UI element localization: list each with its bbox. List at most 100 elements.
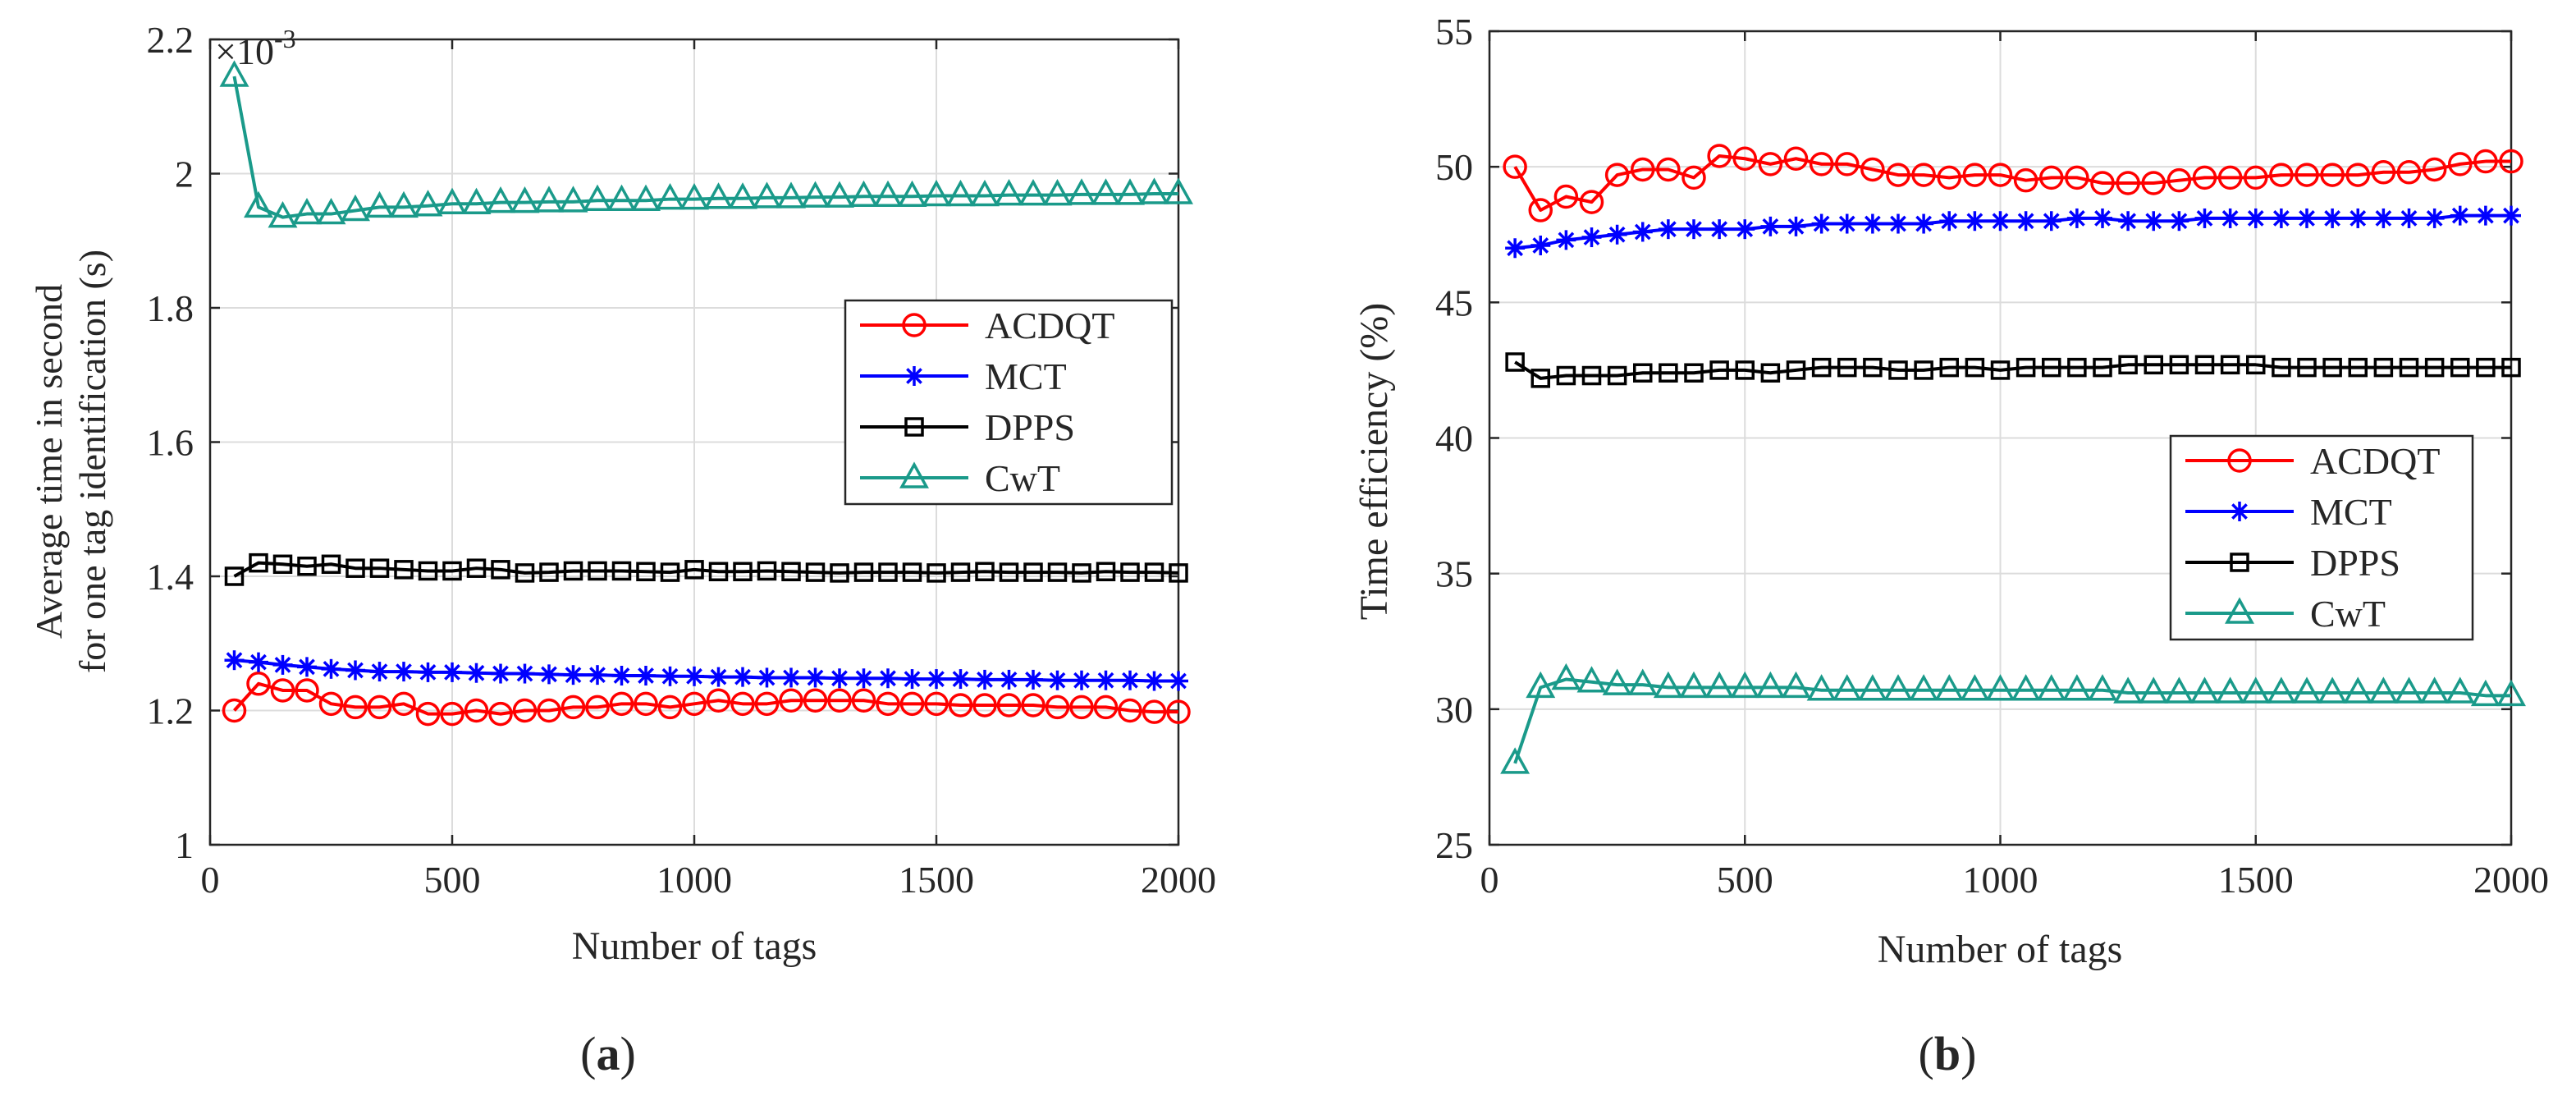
data-point-mct [2424, 208, 2445, 228]
data-point-acdqt [270, 678, 295, 703]
data-point-acdqt [488, 701, 513, 727]
data-point-cwt [437, 187, 467, 215]
data-point-cwt [2240, 676, 2271, 704]
data-point-dpps [660, 562, 680, 582]
data-point-dpps [2042, 357, 2061, 378]
data-point-mct [1505, 238, 1526, 259]
data-point-cwt [2470, 679, 2501, 707]
data-point-acdqt [343, 695, 368, 720]
x-tick-label: 0 [1480, 859, 1499, 901]
legend-marker-cwt [899, 461, 929, 488]
x-tick-label: 500 [1717, 859, 1773, 901]
legend-marker-acdqt [902, 313, 927, 337]
data-point-mct [2194, 208, 2215, 228]
data-point-dpps [2450, 357, 2470, 378]
data-point-mct [1607, 224, 1627, 245]
data-point-acdqt [1142, 699, 1167, 724]
data-point-acdqt [996, 693, 1022, 718]
data-point-acdqt [2269, 163, 2294, 187]
data-point-mct [2475, 205, 2496, 226]
data-point-cwt [510, 186, 540, 213]
data-point-dpps [2016, 357, 2036, 378]
data-point-acdqt [1911, 163, 1936, 187]
data-point-acdqt [415, 701, 441, 727]
x-tick-label: 1500 [899, 859, 974, 901]
series-line-cwt [1513, 677, 2511, 764]
data-point-dpps [1863, 357, 1883, 378]
data-point-acdqt [1631, 157, 1655, 182]
data-point-cwt [292, 197, 322, 225]
chart-panel-b: 0 500 1000 1500 2000 25 30 35 40 45 50 55 Time effi… [1352, 11, 2549, 1080]
data-point-cwt [1755, 671, 1786, 699]
data-point-cwt [1067, 178, 1096, 205]
data-point-cwt [2496, 679, 2526, 707]
data-point-acdqt [440, 701, 464, 727]
data-point-acdqt [2065, 165, 2089, 190]
y-tick-label: 45 [1435, 282, 1473, 323]
data-point-mct [539, 664, 559, 685]
data-point-acdqt [1886, 163, 1910, 187]
data-point-dpps [1811, 357, 1832, 378]
data-point-mct [1096, 670, 1116, 690]
data-point-cwt [341, 194, 370, 222]
data-point-mct [781, 667, 801, 688]
data-point-acdqt [2295, 163, 2319, 187]
data-point-cwt [2343, 676, 2373, 704]
data-point-acdqt [1069, 695, 1094, 720]
data-point-dpps [249, 552, 268, 573]
data-point-dpps [2373, 357, 2394, 378]
data-point-acdqt [899, 691, 925, 717]
data-point-cwt [2061, 674, 2092, 701]
series-line-dpps [233, 561, 1179, 578]
data-point-dpps [2169, 355, 2189, 375]
data-point-mct [2041, 211, 2061, 232]
data-point-acdqt [754, 691, 780, 717]
data-point-mct [1047, 670, 1068, 690]
data-point-dpps [1760, 363, 1781, 383]
data-point-dpps [1096, 562, 1116, 582]
data-point-dpps [1047, 562, 1068, 582]
series-line-cwt [232, 76, 1178, 219]
data-point-dpps [1709, 360, 1729, 380]
data-point-cwt [2419, 676, 2450, 704]
series-mct [224, 650, 1188, 691]
data-point-mct [2220, 208, 2240, 228]
data-point-mct [1658, 219, 1678, 240]
legend-label-acdqt: ACDQT [2310, 440, 2440, 482]
data-point-acdqt [1553, 184, 1579, 209]
data-point-dpps [1633, 363, 1653, 383]
legend-label-cwt: CwT [985, 457, 1060, 499]
y-tick-label: 1.2 [147, 690, 194, 732]
series-line-mct [234, 658, 1178, 683]
data-point-acdqt [1045, 695, 1070, 720]
data-point-acdqt [924, 691, 949, 717]
data-point-dpps [272, 554, 293, 575]
data-point-dpps [442, 561, 462, 581]
data-point-mct [1862, 213, 1883, 234]
data-point-acdqt [972, 693, 997, 718]
legend: ACDQT MCT DPPS CwT [2169, 434, 2474, 641]
data-point-dpps [1939, 357, 1959, 378]
data-point-acdqt [1962, 163, 1988, 187]
data-point-mct [2450, 205, 2470, 226]
data-point-mct [636, 665, 656, 685]
data-point-dpps [1659, 363, 1678, 383]
data-point-dpps [1120, 562, 1140, 582]
data-point-dpps [2322, 357, 2342, 378]
legend-marker-acdqt [2227, 448, 2252, 473]
data-point-cwt [2292, 676, 2322, 704]
data-point-mct [1811, 213, 1832, 234]
data-point-mct [2271, 208, 2291, 228]
data-point-dpps [1837, 357, 1857, 378]
series-line-acdqt [1513, 154, 2511, 213]
data-point-dpps [224, 566, 245, 586]
y-tick-label: 2 [175, 154, 194, 195]
data-point-dpps [975, 562, 995, 582]
data-point-dpps [1735, 360, 1755, 380]
data-point-mct [394, 662, 414, 682]
data-point-cwt [655, 182, 685, 210]
data-point-mct [1632, 222, 1653, 242]
data-point-mct [1735, 219, 1755, 240]
data-point-cwt [461, 187, 492, 215]
data-point-mct [878, 668, 898, 689]
